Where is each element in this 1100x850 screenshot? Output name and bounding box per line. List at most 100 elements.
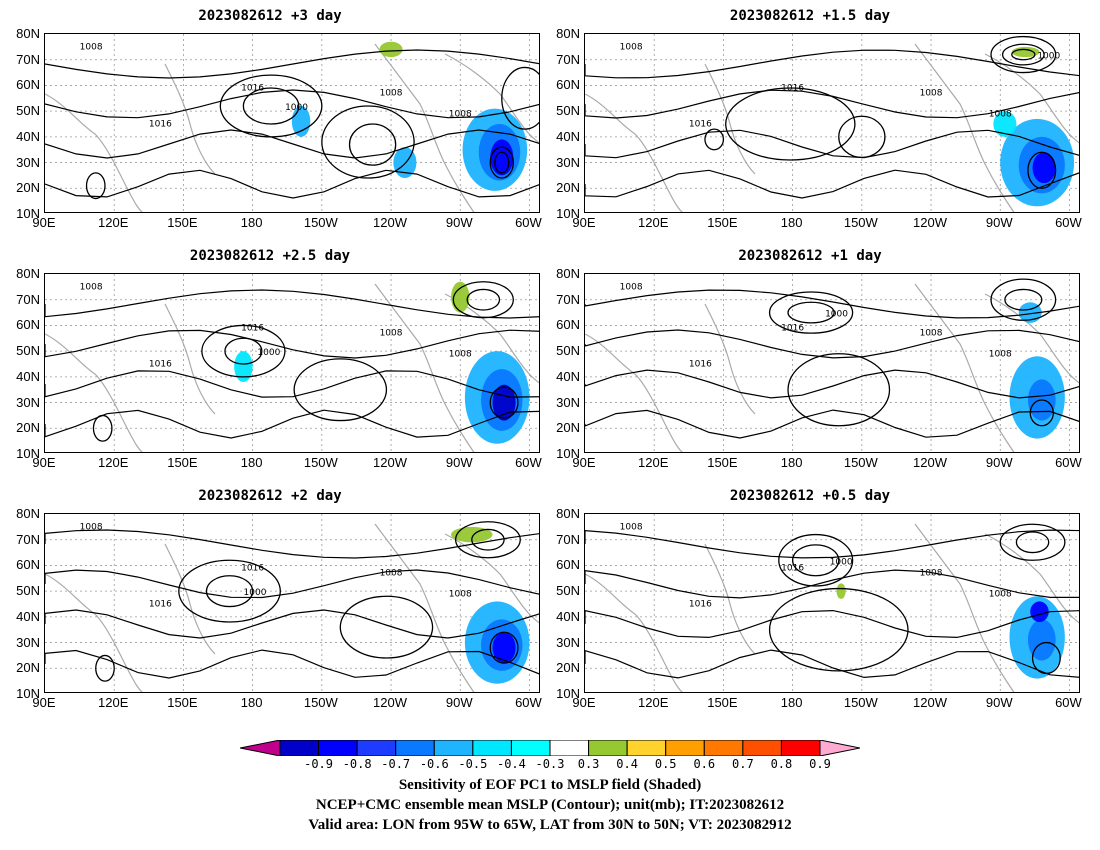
contour-label: 1008 [449, 109, 472, 119]
lon-tick-label: 60W [515, 215, 542, 230]
lat-tick-label: 30N [556, 394, 580, 410]
sensitivity-shading [1027, 619, 1056, 661]
mslp-contour [242, 87, 300, 125]
map-area: 1008 1016 1008 1016 1008 1000 [44, 513, 540, 693]
mslp-contour [768, 291, 854, 334]
lon-tick-label: 90E [572, 695, 596, 710]
mslp-contour [45, 89, 539, 119]
lon-tick-label: 180 [240, 695, 263, 710]
lon-tick-label: 90W [985, 695, 1013, 710]
lon-tick-label: 60W [515, 455, 542, 470]
mslp-contour [489, 146, 514, 179]
contour-label: 1000 [285, 103, 308, 113]
contour-label: 1008 [920, 569, 943, 579]
lon-tick-label: 90W [985, 455, 1013, 470]
contour-label: 1016 [149, 600, 172, 610]
lat-tick-label: 10N [16, 686, 40, 701]
lon-tick-label: 150W [843, 215, 878, 230]
contour-label: 1008 [989, 349, 1012, 359]
contour-label: 1000 [244, 588, 267, 598]
mslp-contour [1011, 48, 1036, 61]
colorbar-swatch [356, 740, 397, 756]
mslp-contour [489, 631, 519, 664]
caption-line-2: NCEP+CMC ensemble mean MSLP (Contour); u… [315, 797, 785, 813]
contour-label: 1008 [80, 42, 103, 52]
coastline [374, 523, 475, 692]
lat-tick-label: 80N [16, 266, 40, 281]
mslp-contour [45, 569, 539, 599]
lon-tick-label: 120E [638, 215, 669, 230]
coastline [45, 93, 143, 212]
lat-tick-label: 80N [556, 26, 580, 41]
lat-tick-label: 70N [556, 51, 580, 67]
lon-tick-label: 120W [913, 695, 948, 710]
mslp-contour [321, 105, 415, 179]
sensitivity-shading [492, 632, 516, 664]
mslp-contour [92, 414, 113, 442]
lon-tick-label: 180 [780, 215, 803, 230]
sensitivity-shading [993, 111, 1017, 137]
contour-label: 1000 [825, 310, 848, 320]
sensitivity-shading [836, 583, 846, 599]
lat-tick-label: 40N [16, 128, 40, 144]
colorbar-tick-label: 0.3 [577, 757, 600, 771]
lat-tick-label: 50N [16, 583, 40, 599]
coastline [444, 53, 539, 144]
mslp-contour [585, 329, 1079, 359]
mslp-contour [585, 609, 1079, 639]
lon-tick-label: 90W [445, 695, 473, 710]
lon-tick-label: 120E [98, 695, 129, 710]
mslp-contour [704, 128, 725, 151]
panel-title: 2023082612 +2.5 day [189, 248, 351, 264]
panel-title: 2023082612 +1 day [738, 248, 882, 264]
lon-tick-label: 120E [638, 695, 669, 710]
mslp-contour [585, 369, 1079, 399]
lat-tick-label: 20N [556, 180, 580, 196]
colorbar-swatch [665, 740, 705, 756]
sensitivity-shading [379, 41, 403, 58]
lon-tick-label: 120W [913, 215, 948, 230]
coastline [164, 303, 216, 415]
colorbar-tick-label: -0.3 [535, 757, 565, 771]
mslp-contour [452, 281, 514, 319]
lat-tick-label: 40N [556, 368, 580, 384]
mslp-contour [1031, 641, 1061, 675]
lat-tick-label: 60N [556, 317, 580, 333]
lon-tick-label: 90E [32, 455, 56, 470]
lat-tick-label: 60N [16, 77, 40, 93]
mslp-contour [45, 129, 539, 159]
lat-tick-label: 40N [16, 608, 40, 624]
lat-tick-label: 70N [16, 51, 40, 67]
panel-plus3: 2023082612 +3 day 80N 70N 60N 50N 40N 30N 20N 1… [0, 8, 542, 258]
mslp-contour [585, 289, 1079, 319]
contour-label: 1008 [449, 349, 472, 359]
lon-tick-label: 180 [780, 695, 803, 710]
lat-tick-label: 50N [556, 343, 580, 359]
mslp-contour [1027, 151, 1057, 189]
lon-tick-label: 150W [843, 695, 878, 710]
coastline [704, 303, 756, 415]
lat-tick-label: 60N [556, 557, 580, 573]
contour-label: 1016 [241, 84, 264, 94]
lon-tick-label: 90E [32, 215, 56, 230]
panel-plus2: 2023082612 +2 day 80N 70N 60N 50N 40N 30N 20N 1… [0, 488, 542, 738]
contour-label: 1008 [80, 522, 103, 532]
lat-tick-label: 30N [556, 154, 580, 170]
contour-label: 1008 [380, 89, 403, 99]
lat-tick-label: 50N [556, 103, 580, 119]
mslp-contour [45, 289, 539, 319]
lon-tick-label: 150E [707, 695, 738, 710]
mslp-contour [787, 301, 835, 324]
colorbar-swatch [703, 740, 744, 756]
colorbar-swatch [626, 740, 667, 756]
contour-label: 1000 [830, 557, 853, 567]
mslp-contour [466, 288, 501, 311]
panel-title: 2023082612 +3 day [198, 8, 342, 24]
lat-tick-label: 70N [16, 531, 40, 547]
mslp-contour [45, 529, 539, 559]
mslp-contour [999, 523, 1066, 561]
colorbar-swatch [433, 740, 474, 756]
lat-tick-label: 80N [16, 506, 40, 521]
lat-tick-label: 20N [16, 660, 40, 676]
coastline [585, 333, 683, 452]
